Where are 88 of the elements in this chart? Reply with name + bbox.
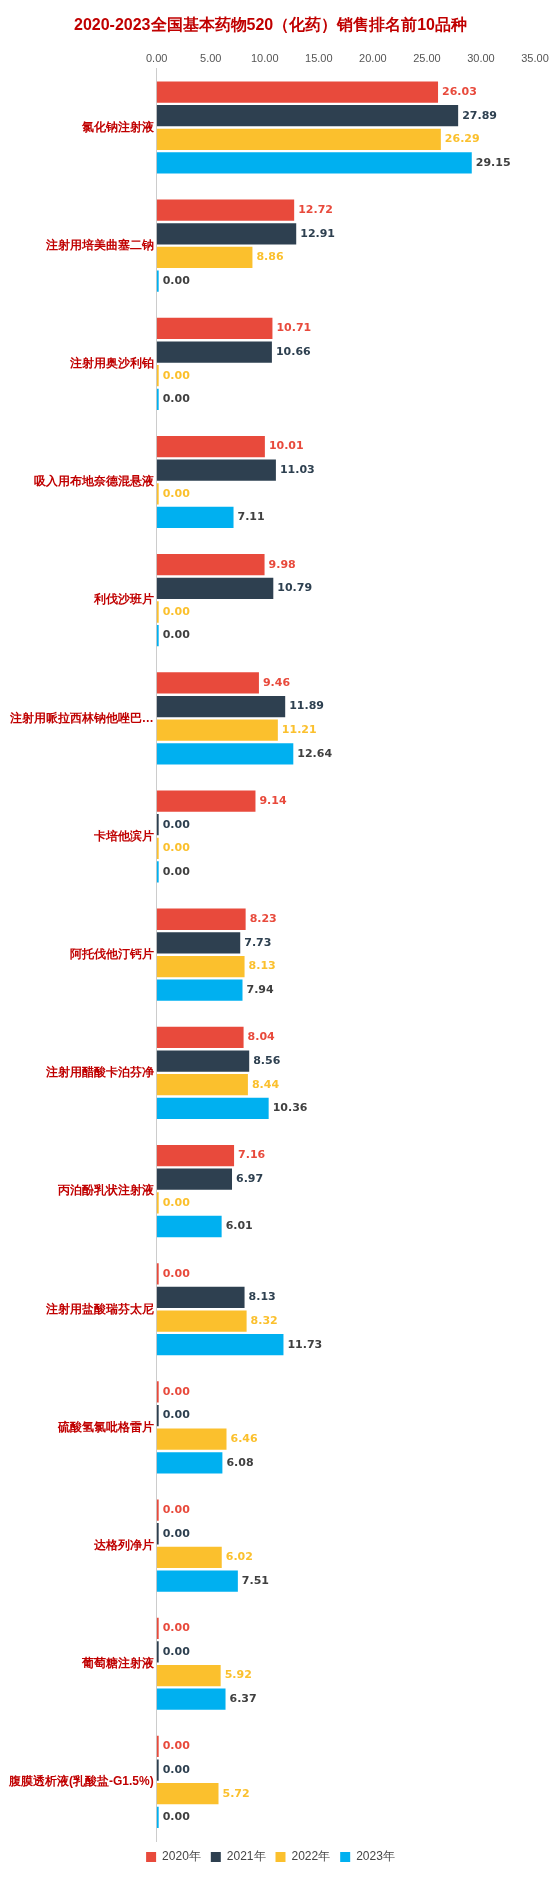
data-label: 29.15 <box>475 155 511 169</box>
data-label: 12.72 <box>298 203 333 217</box>
data-label: 0.00 <box>162 1739 191 1753</box>
legend-label: 2022年 <box>291 1849 331 1864</box>
data-label: 0.00 <box>162 1384 191 1398</box>
data-label: 7.11 <box>237 510 265 524</box>
data-label: 8.13 <box>248 959 276 973</box>
y-tick-label: 葡萄糖注射液 <box>80 1656 155 1671</box>
data-label: 8.23 <box>249 912 277 926</box>
data-label: 10.71 <box>276 321 312 335</box>
legend-label: 2020年 <box>162 1849 201 1864</box>
x-tick-label: 5.00 <box>200 51 222 64</box>
data-label: 0.00 <box>162 1502 191 1516</box>
legend-label: 2023年 <box>356 1849 395 1864</box>
data-label: 0.00 <box>162 1266 191 1280</box>
data-label: 5.72 <box>222 1786 250 1800</box>
data-label: 0.00 <box>162 864 191 878</box>
y-tick-label: 丙泊酚乳状注射液 <box>56 1183 155 1198</box>
y-tick-label: 卡培他滨片 <box>92 828 154 843</box>
x-tick-label: 30.00 <box>467 51 495 64</box>
data-label: 0.00 <box>162 817 191 831</box>
data-label: 7.94 <box>246 983 274 997</box>
data-label: 0.00 <box>162 841 191 855</box>
data-label: 6.97 <box>236 1172 264 1186</box>
data-label: 0.00 <box>162 1526 191 1540</box>
data-label: 0.00 <box>162 1762 191 1776</box>
legend-label: 2021年 <box>226 1849 266 1864</box>
data-label: 11.73 <box>287 1337 323 1351</box>
data-label: 6.02 <box>225 1550 253 1564</box>
y-tick-label: 注射用哌拉西林钠他唑巴… <box>8 710 154 725</box>
data-label: 9.46 <box>262 675 291 689</box>
data-label: 10.36 <box>272 1101 308 1115</box>
y-tick-label: 硫酸氢氯吡格雷片 <box>56 1419 154 1434</box>
data-label: 10.01 <box>268 439 304 453</box>
y-tick-label: 氯化钠注射液 <box>80 119 155 134</box>
x-tick-label: 0.00 <box>145 51 168 64</box>
data-label: 11.03 <box>279 463 315 477</box>
x-tick-label: 20.00 <box>359 51 387 64</box>
data-label: 6.01 <box>225 1219 253 1233</box>
y-tick-label: 腹膜透析液(乳酸盐-G1.5%) <box>7 1774 154 1789</box>
data-label: 6.37 <box>229 1692 257 1706</box>
data-label: 9.14 <box>259 793 287 807</box>
data-label: 0.00 <box>162 1195 191 1209</box>
y-tick-label: 吸入用布地奈德混悬液 <box>33 474 155 489</box>
data-label: 5.92 <box>224 1668 252 1682</box>
y-tick-label: 达格列净片 <box>92 1537 154 1552</box>
data-label: 12.91 <box>300 226 336 240</box>
x-tick-label: 10.00 <box>251 51 279 64</box>
data-label: 11.89 <box>289 699 324 713</box>
y-tick-label: 注射用醋酸卡泊芬净 <box>44 1065 154 1080</box>
data-label: 0.00 <box>162 1621 191 1635</box>
data-label: 12.64 <box>297 746 333 760</box>
data-label: 10.66 <box>275 344 312 358</box>
data-label: 0.00 <box>162 1408 191 1422</box>
data-label: 27.89 <box>462 108 497 122</box>
data-label: 26.29 <box>444 132 480 146</box>
x-tick-label: 35.00 <box>521 51 549 64</box>
data-label: 6.08 <box>226 1455 254 1469</box>
y-tick-label: 利伐沙班片 <box>92 592 154 607</box>
y-tick-label: 注射用培美曲塞二钠 <box>44 237 154 252</box>
chart-title: 2020-2023全国基本药物520（化药）销售排名前10品种 <box>73 16 468 35</box>
data-label: 0.00 <box>162 628 191 642</box>
data-label: 0.00 <box>162 273 191 287</box>
data-label: 10.79 <box>277 581 313 595</box>
data-label: 8.86 <box>256 250 284 264</box>
data-label: 11.21 <box>281 723 317 737</box>
data-label: 7.73 <box>244 935 272 949</box>
data-label: 8.44 <box>251 1077 280 1091</box>
data-label: 0.00 <box>162 392 191 406</box>
data-label: 6.46 <box>230 1432 258 1446</box>
data-label: 0.00 <box>162 604 191 618</box>
y-tick-label: 阿托伐他汀钙片 <box>69 947 154 962</box>
data-label: 7.16 <box>238 1148 266 1162</box>
x-tick-label: 15.00 <box>305 51 333 64</box>
y-tick-label: 注射用奥沙利铂 <box>68 356 154 371</box>
data-label: 8.04 <box>247 1030 276 1044</box>
data-label: 0.00 <box>162 486 191 500</box>
data-label: 0.00 <box>162 1644 191 1658</box>
data-label: 9.98 <box>268 557 296 571</box>
x-tick-label: 25.00 <box>413 51 441 64</box>
data-label: 8.32 <box>250 1313 278 1327</box>
data-label: 0.00 <box>162 1810 191 1824</box>
data-label: 0.00 <box>162 368 191 382</box>
data-label: 8.56 <box>253 1053 281 1067</box>
data-label: 8.13 <box>248 1290 276 1304</box>
y-tick-label: 注射用盐酸瑞芬太尼 <box>44 1301 154 1316</box>
data-label: 26.03 <box>442 84 477 98</box>
data-label: 7.51 <box>241 1573 269 1587</box>
